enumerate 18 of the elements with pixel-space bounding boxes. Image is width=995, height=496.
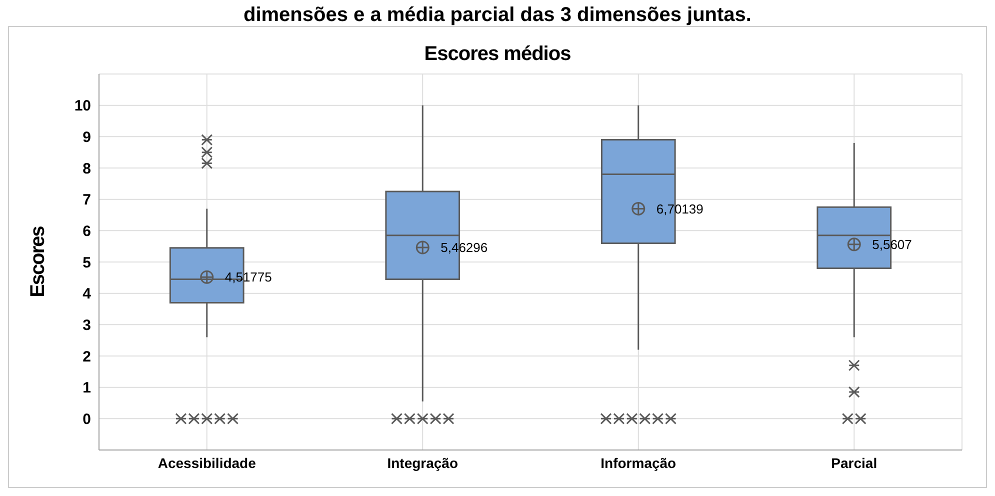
y-tick-label: 5 bbox=[82, 254, 91, 272]
y-axis-title: Escores bbox=[27, 226, 50, 298]
y-tick-label: 7 bbox=[82, 192, 91, 209]
text: dimensões e a média parcial das 3 dimensões juntas. bbox=[242, 4, 752, 26]
y-tick-label: 1 bbox=[82, 380, 91, 397]
y-tick-label: 2 bbox=[82, 348, 91, 366]
chart-title: Escores médios bbox=[423, 43, 572, 66]
y-tick-label: 0 bbox=[82, 410, 91, 428]
x-tick-label: Acessibilidade bbox=[158, 454, 256, 471]
x-tick-label: Integração bbox=[387, 454, 458, 471]
y-tick-label: 6 bbox=[82, 222, 91, 240]
y-tick-label: 8 bbox=[82, 160, 91, 178]
y-tick-label: 10 bbox=[74, 98, 91, 115]
y-tick-label: 3 bbox=[82, 316, 91, 334]
x-tick-label: Informação bbox=[600, 454, 676, 471]
y-tick-label: 4 bbox=[82, 286, 92, 303]
y-tick-label: 9 bbox=[82, 128, 91, 146]
x-tick-label: Parcial bbox=[831, 454, 878, 471]
